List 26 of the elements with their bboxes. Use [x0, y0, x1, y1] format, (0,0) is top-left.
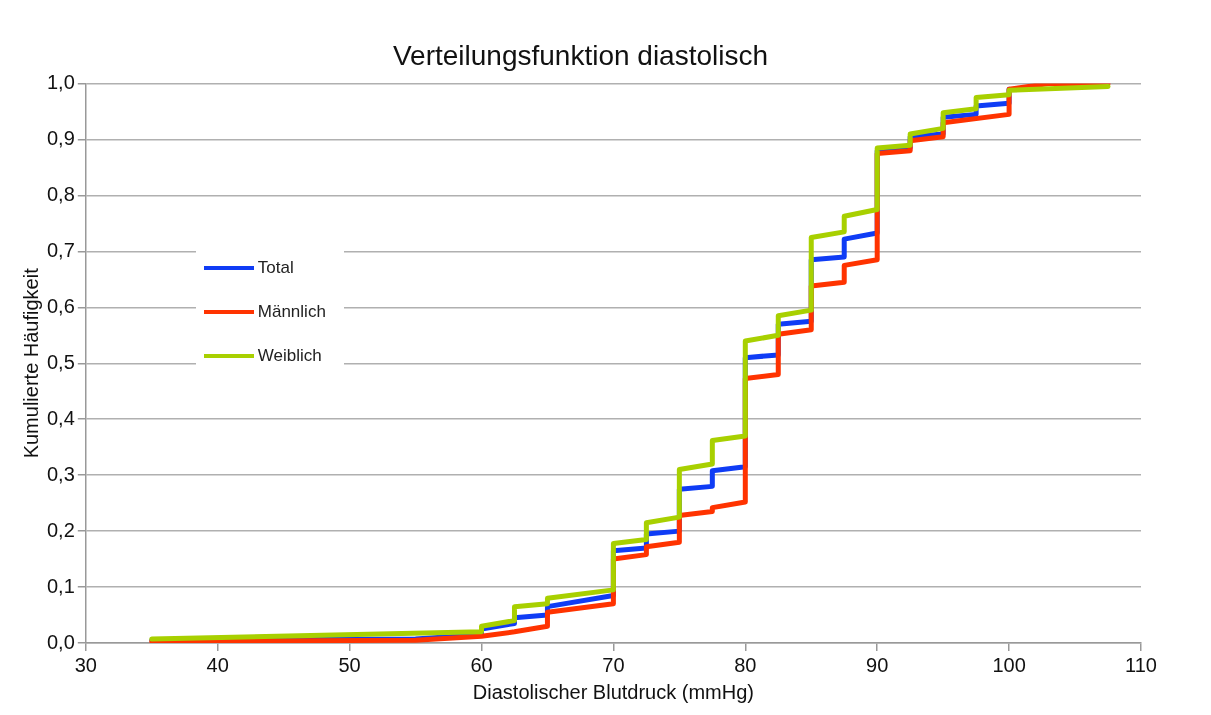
y-tick-label: 0,1: [46, 574, 75, 597]
x-tick-label: 110: [1125, 653, 1157, 676]
y-tick-label: 0,4: [46, 406, 75, 429]
y-axis-title: Kumulierte Häufigkeit: [19, 267, 42, 459]
x-tick-label: 60: [470, 653, 493, 676]
y-tick-label: 0,2: [46, 518, 75, 541]
x-tick-label: 50: [338, 653, 361, 676]
x-tick-label: 90: [866, 653, 889, 676]
x-tick-label: 100: [992, 653, 1026, 676]
chart-title: Verteilungsfunktion diastolisch: [392, 39, 769, 71]
legend-label: Weiblich: [257, 346, 322, 367]
y-tick-label: 1,0: [46, 71, 75, 94]
legend-label: Total: [257, 258, 294, 279]
legend-label: Männlich: [257, 302, 326, 323]
y-tick-label: 0,7: [46, 238, 75, 261]
y-tick-label: 0,0: [46, 630, 75, 653]
y-tick-label: 0,5: [46, 350, 75, 373]
y-tick-label: 0,6: [46, 294, 75, 317]
y-tick-label: 0,8: [46, 183, 75, 205]
y-tick-label: 0,9: [46, 127, 75, 150]
x-axis-title: Diastolischer Blutdruck (mmHg): [472, 680, 754, 703]
x-tick-label: 80: [734, 653, 757, 676]
x-tick-label: 70: [602, 653, 625, 676]
y-tick-label: 0,3: [46, 462, 75, 485]
x-tick-label: 30: [74, 653, 97, 676]
x-tick-label: 40: [206, 653, 229, 676]
